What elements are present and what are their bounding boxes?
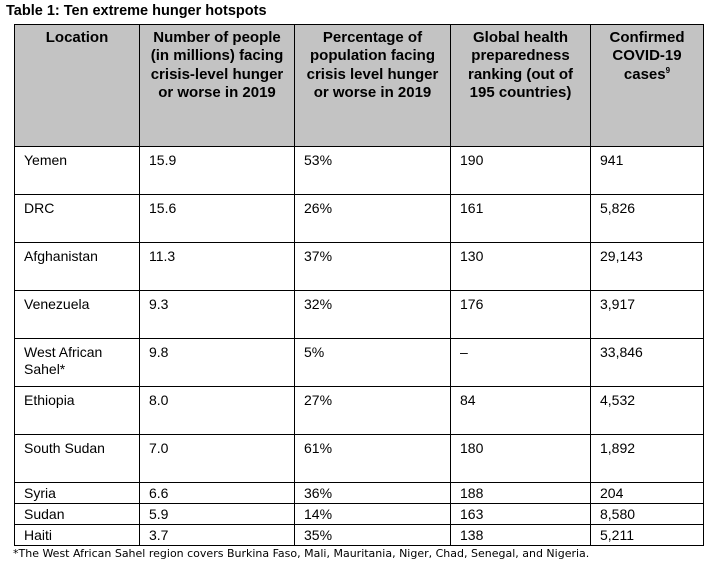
footnote-ref: 9 [665, 65, 671, 75]
cell-people: 7.0 [139, 434, 295, 483]
cell-covid: 5,211 [590, 524, 704, 546]
cell-location: Venezuela [14, 290, 140, 339]
cell-percentage: 26% [294, 194, 451, 243]
cell-percentage: 14% [294, 503, 451, 525]
cell-ranking: 180 [450, 434, 591, 483]
table-row: Afghanistan 11.3 37% 130 29,143 [14, 242, 704, 291]
cell-covid: 1,892 [590, 434, 704, 483]
cell-covid: 33,846 [590, 338, 704, 387]
header-location: Location [14, 24, 140, 147]
table-footnote: *The West African Sahel region covers Bu… [13, 547, 590, 560]
cell-people: 15.9 [139, 146, 295, 195]
cell-ranking: 161 [450, 194, 591, 243]
cell-location: South Sudan [14, 434, 140, 483]
table-row: Yemen 15.9 53% 190 941 [14, 146, 704, 195]
table-row: Venezuela 9.3 32% 176 3,917 [14, 290, 704, 339]
cell-location: Haiti [14, 524, 140, 546]
cell-ranking: 188 [450, 482, 591, 504]
cell-people: 9.8 [139, 338, 295, 387]
header-people: Number of people (in millions) facing cr… [139, 24, 295, 147]
header-row: Location Number of people (in millions) … [14, 24, 704, 147]
cell-covid: 4,532 [590, 386, 704, 435]
cell-location: Afghanistan [14, 242, 140, 291]
table-caption: Table 1: Ten extreme hunger hotspots [6, 3, 267, 19]
cell-percentage: 32% [294, 290, 451, 339]
cell-percentage: 61% [294, 434, 451, 483]
cell-people: 15.6 [139, 194, 295, 243]
cell-ranking: 190 [450, 146, 591, 195]
cell-ranking: 84 [450, 386, 591, 435]
cell-ranking: – [450, 338, 591, 387]
table-row: South Sudan 7.0 61% 180 1,892 [14, 434, 704, 483]
cell-percentage: 36% [294, 482, 451, 504]
cell-percentage: 27% [294, 386, 451, 435]
header-percentage: Percentage of population facing crisis l… [294, 24, 451, 147]
cell-percentage: 35% [294, 524, 451, 546]
cell-ranking: 163 [450, 503, 591, 525]
cell-location: West African Sahel* [14, 338, 140, 387]
cell-location: DRC [14, 194, 140, 243]
cell-location: Ethiopia [14, 386, 140, 435]
cell-covid: 3,917 [590, 290, 704, 339]
cell-covid: 29,143 [590, 242, 704, 291]
cell-ranking: 138 [450, 524, 591, 546]
table-row: Syria 6.6 36% 188 204 [14, 482, 704, 504]
cell-people: 8.0 [139, 386, 295, 435]
cell-ranking: 176 [450, 290, 591, 339]
cell-location: Syria [14, 482, 140, 504]
cell-people: 5.9 [139, 503, 295, 525]
hunger-hotspots-table: Location Number of people (in millions) … [14, 24, 704, 546]
cell-ranking: 130 [450, 242, 591, 291]
cell-location: Yemen [14, 146, 140, 195]
cell-covid: 5,826 [590, 194, 704, 243]
table-row: DRC 15.6 26% 161 5,826 [14, 194, 704, 243]
table-row: Sudan 5.9 14% 163 8,580 [14, 503, 704, 525]
cell-covid: 204 [590, 482, 704, 504]
cell-percentage: 53% [294, 146, 451, 195]
cell-covid: 8,580 [590, 503, 704, 525]
table-row: West African Sahel* 9.8 5% – 33,846 [14, 338, 704, 387]
table-row: Ethiopia 8.0 27% 84 4,532 [14, 386, 704, 435]
header-covid: Confirmed COVID-19 cases9 [590, 24, 704, 147]
header-ranking: Global health preparedness ranking (out … [450, 24, 591, 147]
cell-covid: 941 [590, 146, 704, 195]
cell-location: Sudan [14, 503, 140, 525]
cell-percentage: 37% [294, 242, 451, 291]
cell-people: 3.7 [139, 524, 295, 546]
cell-people: 6.6 [139, 482, 295, 504]
cell-percentage: 5% [294, 338, 451, 387]
cell-people: 9.3 [139, 290, 295, 339]
table-row: Haiti 3.7 35% 138 5,211 [14, 524, 704, 546]
cell-people: 11.3 [139, 242, 295, 291]
